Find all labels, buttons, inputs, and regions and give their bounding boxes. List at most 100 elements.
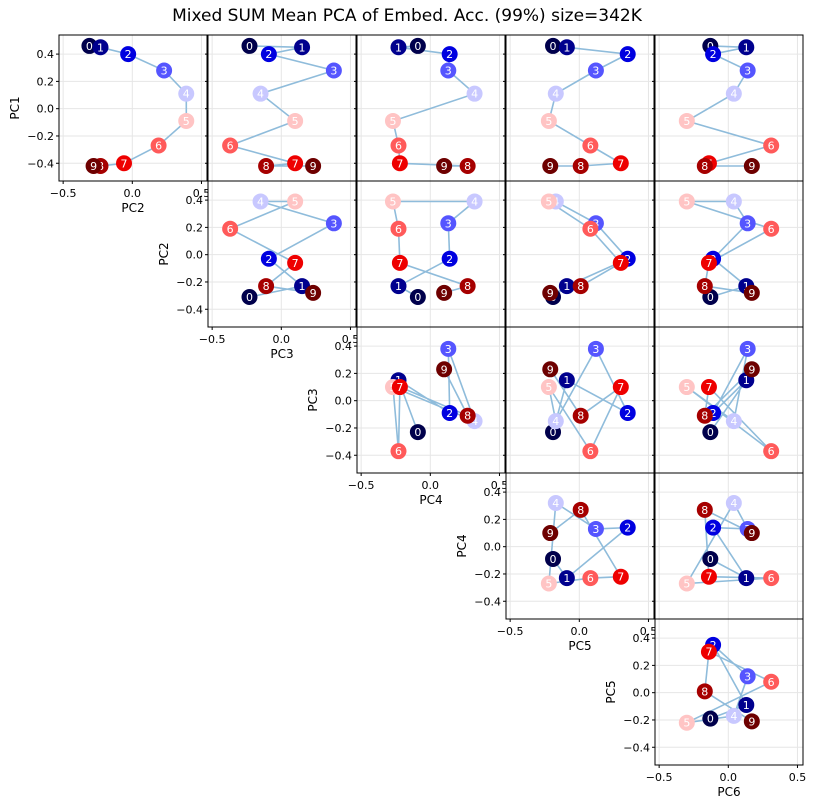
- x-axis-label: PC4: [419, 493, 442, 507]
- point-label-2: 2: [265, 253, 272, 266]
- point-8: [258, 278, 275, 295]
- point-label-5: 5: [683, 115, 690, 128]
- point-label-5: 5: [292, 115, 299, 128]
- point-2: [441, 250, 458, 267]
- point-2: [441, 404, 458, 421]
- point-label-4: 4: [552, 88, 559, 101]
- point-9: [542, 284, 559, 301]
- point-5: [678, 193, 695, 210]
- y-tick-label: 0.4: [633, 632, 651, 645]
- y-tick-label: 0.0: [484, 541, 502, 554]
- point-label-3: 3: [744, 64, 751, 77]
- point-8: [572, 407, 589, 424]
- point-label-1: 1: [395, 280, 402, 293]
- y-tick-label: 0.2: [484, 513, 502, 526]
- trajectory-line: [392, 200, 477, 298]
- y-tick-label: −0.2: [623, 714, 650, 727]
- point-8: [696, 278, 713, 295]
- y-axis-label: PC4: [455, 534, 469, 557]
- point-label-6: 6: [768, 140, 775, 153]
- point-2: [120, 46, 137, 63]
- y-tick-label: 0.0: [37, 103, 55, 116]
- point-0: [409, 288, 426, 305]
- point-label-4: 4: [471, 88, 478, 101]
- point-7: [391, 254, 408, 271]
- point-label-7: 7: [705, 571, 712, 584]
- point-9: [743, 157, 760, 174]
- x-tick-label: 0.0: [124, 187, 142, 200]
- point-label-5: 5: [683, 717, 690, 730]
- point-8: [572, 278, 589, 295]
- trajectory-line: [89, 45, 188, 167]
- y-tick-label: 0.2: [335, 367, 353, 380]
- point-label-9: 9: [748, 715, 755, 728]
- y-tick-label: 0.2: [633, 659, 651, 672]
- point-9: [743, 284, 760, 301]
- panel-background: [506, 473, 654, 619]
- panel-background: [357, 181, 505, 327]
- point-label-5: 5: [683, 195, 690, 208]
- point-8: [572, 157, 589, 174]
- point-label-9: 9: [547, 527, 554, 540]
- trajectory-line: [686, 200, 774, 298]
- panel-background: [506, 327, 654, 473]
- point-label-4: 4: [730, 497, 737, 510]
- point-label-4: 4: [730, 195, 737, 208]
- y-axis-label: PC2: [157, 242, 171, 265]
- point-label-7: 7: [705, 381, 712, 394]
- point-4: [725, 85, 742, 102]
- point-5: [540, 193, 557, 210]
- point-label-7: 7: [121, 157, 128, 170]
- point-1: [92, 39, 109, 56]
- point-label-0: 0: [550, 426, 557, 439]
- point-3: [440, 62, 457, 79]
- point-label-1: 1: [743, 374, 750, 387]
- point-label-8: 8: [577, 504, 584, 517]
- point-1: [558, 570, 575, 587]
- panel-pc5-vs-pc6: 0123456789−0.4−0.20.00.20.4PC5−0.50.00.5…: [604, 618, 806, 799]
- point-label-3: 3: [744, 670, 751, 683]
- x-tick-label: 0.5: [193, 187, 211, 200]
- point-5: [287, 112, 304, 129]
- point-label-3: 3: [592, 523, 599, 536]
- point-6: [763, 443, 780, 460]
- point-label-7: 7: [617, 381, 624, 394]
- point-label-1: 1: [299, 41, 306, 54]
- point-label-5: 5: [389, 115, 396, 128]
- y-tick-label: −0.2: [27, 130, 54, 143]
- point-label-9: 9: [310, 287, 317, 300]
- point-label-2: 2: [710, 522, 717, 535]
- point-label-9: 9: [547, 363, 554, 376]
- point-label-0: 0: [707, 553, 714, 566]
- point-1: [738, 570, 755, 587]
- point-label-4: 4: [183, 88, 190, 101]
- point-label-3: 3: [445, 217, 452, 230]
- panel-background: [208, 181, 356, 327]
- point-7: [116, 155, 133, 172]
- point-label-0: 0: [246, 291, 253, 304]
- point-label-5: 5: [545, 195, 552, 208]
- point-2: [441, 46, 458, 63]
- panel-frame: [207, 180, 357, 328]
- point-9: [305, 157, 322, 174]
- panel-pc3-vs-pc6: 0 1 2 3 4 5 6 7 8 9: [652, 326, 804, 474]
- point-3: [587, 340, 604, 357]
- panel-background: [655, 35, 803, 181]
- point-6: [582, 220, 599, 237]
- point-0: [409, 37, 426, 54]
- panel-pc1-vs-pc2: 0123456789−0.4−0.20.00.20.4PC1−0.50.00.5…: [8, 34, 211, 215]
- point-0: [702, 550, 719, 567]
- point-label-2: 2: [624, 522, 631, 535]
- point-6: [763, 673, 780, 690]
- point-label-9: 9: [748, 527, 755, 540]
- point-label-8: 8: [701, 685, 708, 698]
- x-tick-label: 0.5: [491, 479, 509, 492]
- point-label-6: 6: [587, 140, 594, 153]
- point-label-3: 3: [592, 64, 599, 77]
- point-label-0: 0: [86, 40, 93, 53]
- point-0: [241, 288, 258, 305]
- y-axis-label: PC5: [604, 680, 618, 703]
- point-3: [587, 62, 604, 79]
- point-0: [545, 37, 562, 54]
